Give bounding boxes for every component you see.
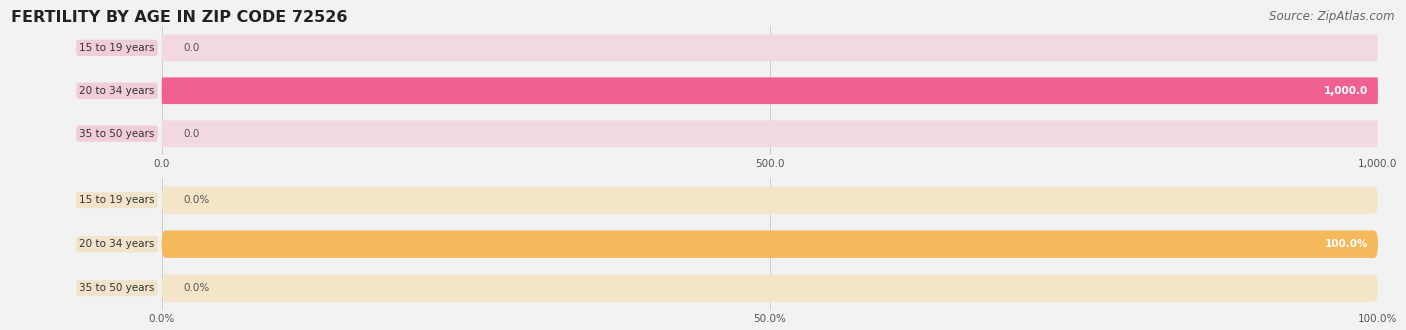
Text: 15 to 19 years: 15 to 19 years — [79, 43, 155, 53]
Text: FERTILITY BY AGE IN ZIP CODE 72526: FERTILITY BY AGE IN ZIP CODE 72526 — [11, 10, 347, 25]
FancyBboxPatch shape — [162, 120, 1378, 147]
FancyBboxPatch shape — [162, 186, 1378, 214]
Text: 0.0: 0.0 — [184, 129, 200, 139]
Text: 0.0%: 0.0% — [184, 195, 209, 205]
Text: 20 to 34 years: 20 to 34 years — [79, 86, 155, 96]
Text: 35 to 50 years: 35 to 50 years — [79, 283, 155, 293]
Text: 35 to 50 years: 35 to 50 years — [79, 129, 155, 139]
Text: Source: ZipAtlas.com: Source: ZipAtlas.com — [1270, 10, 1395, 23]
Text: 1,000.0: 1,000.0 — [1324, 86, 1368, 96]
Text: 0.0: 0.0 — [184, 43, 200, 53]
Text: 0.0%: 0.0% — [184, 283, 209, 293]
Text: 15 to 19 years: 15 to 19 years — [79, 195, 155, 205]
FancyBboxPatch shape — [162, 275, 1378, 302]
Text: 20 to 34 years: 20 to 34 years — [79, 239, 155, 249]
FancyBboxPatch shape — [162, 78, 1378, 104]
FancyBboxPatch shape — [162, 78, 1378, 104]
Text: 100.0%: 100.0% — [1324, 239, 1368, 249]
FancyBboxPatch shape — [162, 231, 1378, 258]
FancyBboxPatch shape — [162, 35, 1378, 61]
FancyBboxPatch shape — [162, 231, 1378, 258]
